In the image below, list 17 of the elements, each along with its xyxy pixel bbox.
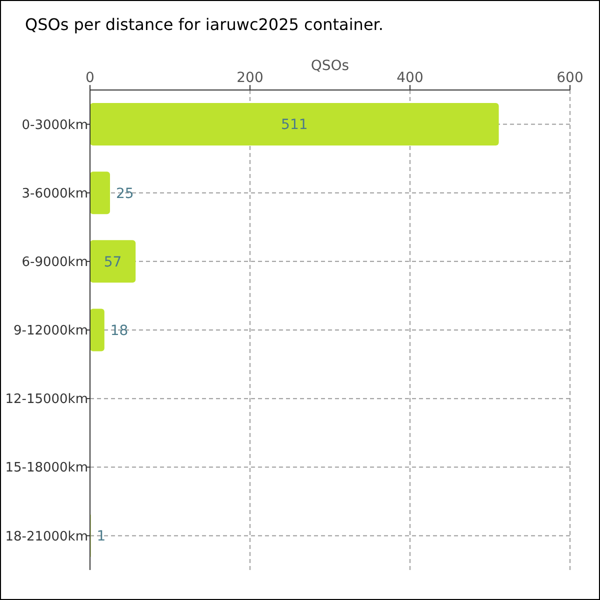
x-tick-label: 200: [236, 70, 264, 86]
chart-title: QSOs per distance for iaruwc2025 container.: [25, 15, 384, 34]
y-tick-label: 3-6000km: [22, 186, 88, 202]
y-tick-label: 9-12000km: [13, 324, 88, 339]
data-label: 25: [116, 186, 134, 202]
data-label: 57: [104, 254, 122, 270]
data-label: 1: [96, 528, 106, 545]
y-tick-label: 15-18000km: [5, 460, 88, 476]
y-tick-label: 0-3000km: [22, 118, 88, 133]
x-tick-label: 600: [556, 70, 584, 86]
y-tick-label: 6-9000km: [22, 254, 88, 270]
y-tick-label: 18-21000km: [5, 529, 88, 544]
x-tick-label: 400: [396, 70, 424, 86]
x-axis-title: QSOs: [310, 58, 350, 74]
y-tick-label: 12-15000km: [5, 392, 88, 408]
data-label: 511: [281, 117, 308, 134]
x-tick-label: 0: [86, 70, 94, 86]
